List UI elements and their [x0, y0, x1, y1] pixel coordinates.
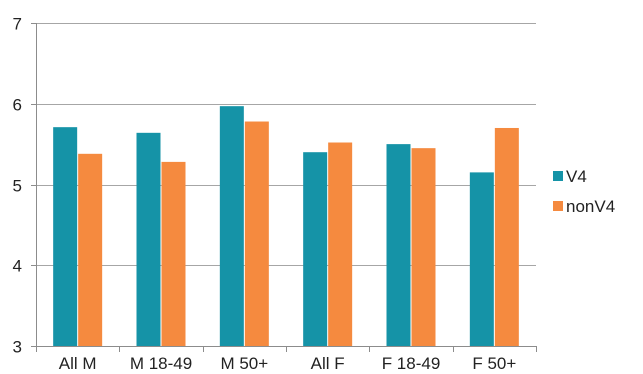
bar-nonv4-0 [78, 153, 103, 346]
bar-nonv4-5 [494, 127, 519, 346]
x-tick-label: F 50+ [472, 354, 516, 373]
bar-nonv4-3 [328, 142, 353, 346]
gridlines [36, 23, 536, 266]
x-tick-label: All M [59, 354, 97, 373]
legend-label-nonv4: nonV4 [566, 197, 615, 216]
legend-swatch-v4 [553, 171, 563, 181]
legend-label-v4: V4 [566, 167, 587, 186]
legend: V4 nonV4 [553, 167, 615, 216]
y-tick-label: 4 [13, 257, 22, 276]
bars [53, 106, 519, 346]
bar-v4-0 [53, 127, 78, 346]
bar-nonv4-1 [161, 161, 186, 346]
bar-v4-1 [136, 132, 161, 346]
bar-nonv4-4 [411, 148, 436, 346]
y-tick-labels: 3 4 5 6 7 [13, 15, 22, 357]
bar-v4-3 [303, 152, 328, 346]
bar-v4-2 [219, 106, 244, 346]
x-tick-label: M 18-49 [130, 354, 192, 373]
bar-v4-4 [386, 144, 411, 346]
y-tick-label: 5 [13, 177, 22, 196]
y-tick-label: 7 [13, 15, 22, 34]
x-tick-label: All F [311, 354, 345, 373]
x-tick-labels: All M M 18-49 M 50+ All F F 18-49 F 50+ [59, 354, 517, 373]
bar-v4-5 [469, 172, 494, 346]
x-tick-label: F 18-49 [382, 354, 441, 373]
legend-swatch-nonv4 [553, 201, 563, 211]
bar-nonv4-2 [244, 121, 269, 346]
axes [31, 23, 537, 352]
x-tick-label: M 50+ [220, 354, 268, 373]
y-tick-label: 6 [13, 96, 22, 115]
y-tick-label: 3 [13, 338, 22, 357]
